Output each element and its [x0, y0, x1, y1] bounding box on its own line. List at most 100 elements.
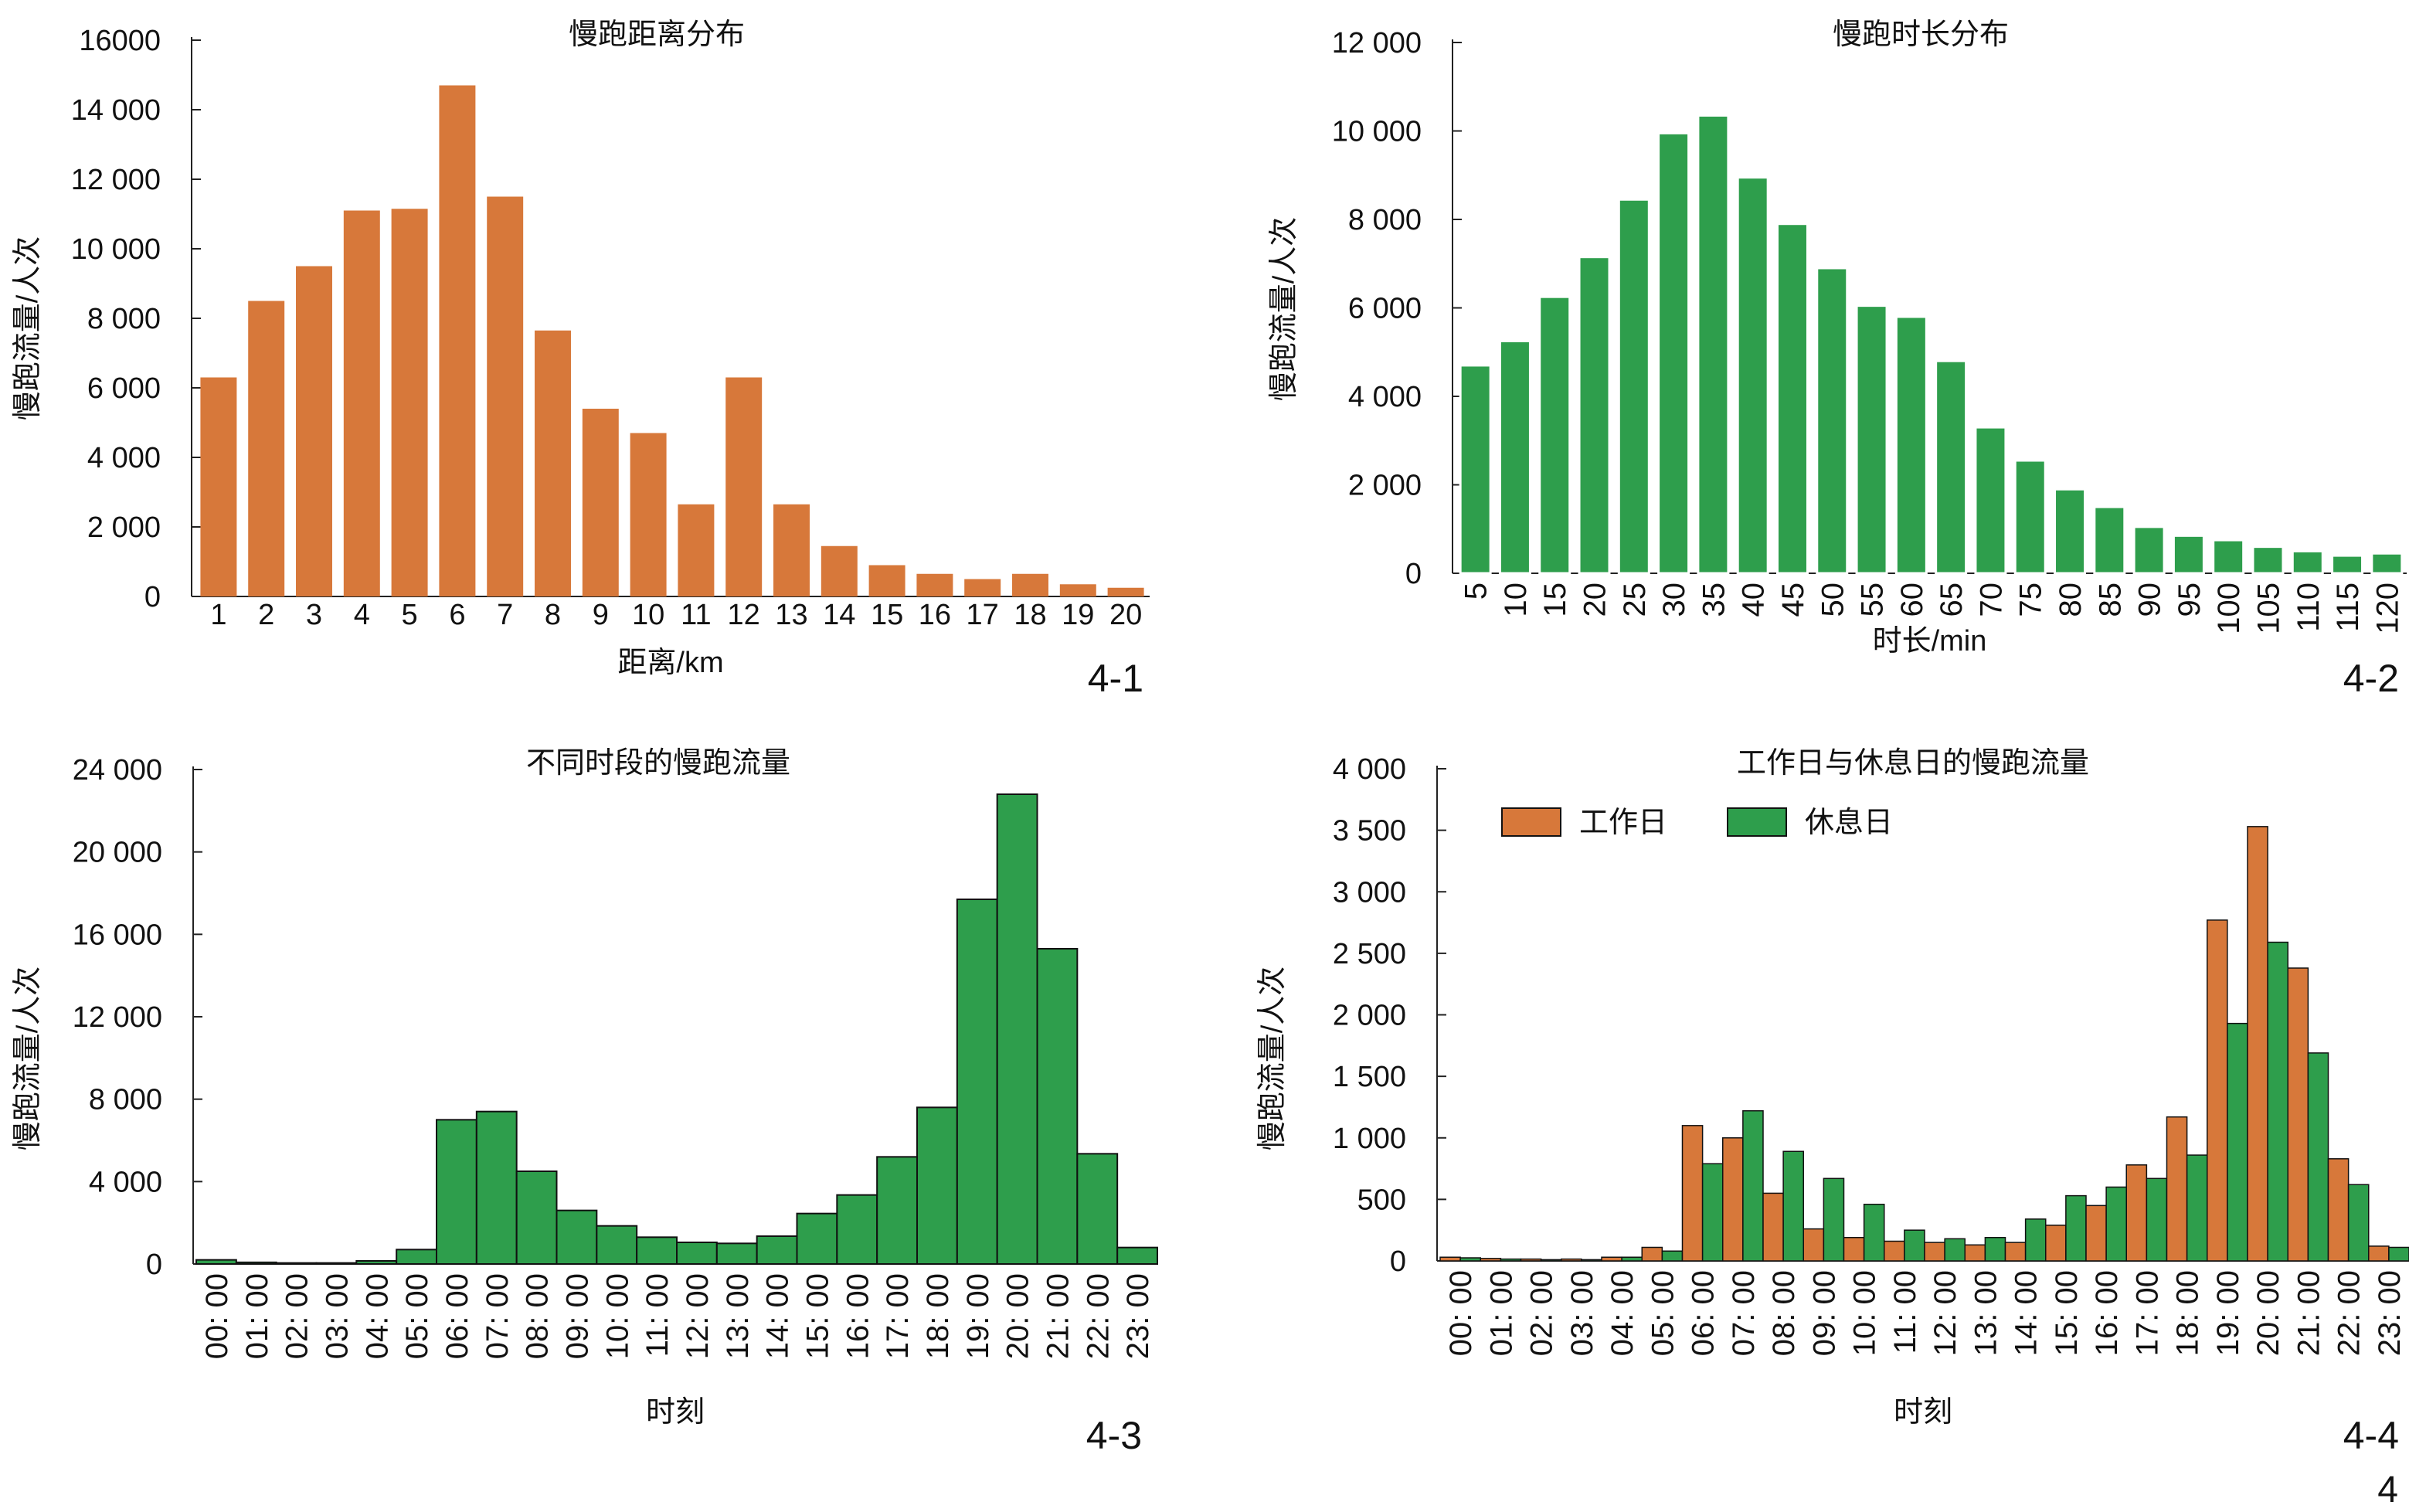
- x-tick-label: 14: [823, 599, 855, 631]
- legend-label-weekend: 休息日: [1805, 807, 1893, 839]
- figure-label: 4-3: [1086, 1414, 1142, 1457]
- bar-weekend: [1944, 1238, 1966, 1262]
- y-tick-label: 24 000: [73, 754, 162, 787]
- chart-title: 慢跑时长分布: [1833, 19, 2009, 51]
- x-tick-label: 110: [2292, 583, 2326, 632]
- x-tick-label: 20: 00: [2251, 1270, 2285, 1356]
- x-tick-label: 06: 00: [440, 1273, 474, 1359]
- bar: [916, 573, 953, 596]
- bar: [2370, 552, 2404, 575]
- bar-weekend: [2347, 1184, 2370, 1262]
- x-tick-label: 35: [1697, 583, 1731, 617]
- x-tick-label: 07: 00: [481, 1273, 515, 1359]
- x-tick-label: 02: 00: [280, 1273, 314, 1359]
- bar-weekday: [1641, 1246, 1663, 1262]
- bar: [1459, 364, 1492, 575]
- bar-weekend: [1581, 1259, 1602, 1262]
- bar-weekend: [1904, 1229, 1925, 1262]
- bar: [596, 1225, 638, 1265]
- legend-swatch-weekday: [1501, 807, 1561, 837]
- bar: [275, 1262, 318, 1265]
- x-tick-label: 9: [593, 599, 609, 631]
- bar: [2172, 534, 2205, 575]
- bar: [200, 377, 237, 596]
- x-tick-label: 13: 00: [721, 1273, 755, 1359]
- bar: [1855, 304, 1888, 575]
- bar-weekend: [2307, 1052, 2329, 1262]
- bar: [195, 1259, 237, 1265]
- y-tick-label: 2 500: [1333, 938, 1406, 970]
- x-tick-label: 23: 00: [1121, 1273, 1155, 1359]
- x-tick-label: 08: 00: [1767, 1270, 1801, 1356]
- bar: [964, 579, 1001, 596]
- bar-weekday: [2368, 1245, 2390, 1262]
- bar: [475, 1110, 518, 1265]
- x-tick-label: 17: 00: [2130, 1270, 2164, 1356]
- bar: [678, 504, 715, 596]
- y-tick-label: 12 000: [71, 164, 161, 196]
- bar: [1935, 359, 1968, 575]
- bar-weekend: [1540, 1259, 1562, 1262]
- legend-swatch-weekend: [1727, 807, 1787, 837]
- x-tick-label: 21: 00: [1041, 1273, 1075, 1359]
- x-tick-label: 120: [2370, 583, 2404, 634]
- bar-weekend: [2186, 1154, 2208, 1262]
- x-tick-label: 20: 00: [1001, 1273, 1035, 1359]
- bar-weekday: [1884, 1240, 1905, 1262]
- x-tick-label: 14: 00: [2010, 1270, 2044, 1356]
- bar: [2331, 554, 2364, 575]
- x-tick-label: 12: [728, 599, 760, 631]
- y-tick-label: 3 000: [1333, 876, 1406, 909]
- y-tick-label: 0: [1405, 558, 1422, 590]
- y-tick-label: 20 000: [73, 837, 162, 869]
- bar-weekday: [2207, 919, 2228, 1262]
- bar: [916, 1106, 958, 1266]
- bar-weekday: [2085, 1205, 2107, 1262]
- x-tick-label: 95: [2173, 583, 2207, 617]
- bar-weekday: [1762, 1192, 1784, 1262]
- bar: [2093, 505, 2126, 575]
- bar: [2132, 525, 2166, 575]
- bar-weekend: [2267, 941, 2288, 1262]
- chart-weekday_vs_weekend: 0 500 1 000 1 500 2 000 2 500 3 000 3 500 4 000 0…: [1256, 747, 2409, 1457]
- x-tick-label: 17: 00: [881, 1273, 915, 1359]
- x-tick-label: 17: [967, 599, 999, 631]
- y-axis-title: 慢跑流量/人次: [1268, 217, 1300, 402]
- y-axis-title: 慢跑流量/人次: [12, 967, 44, 1151]
- bar: [1697, 114, 1730, 575]
- bar-weekend: [2024, 1218, 2047, 1262]
- bar: [1538, 295, 1571, 575]
- bar-weekday: [2166, 1116, 2188, 1262]
- x-tick-label: 105: [2251, 583, 2285, 634]
- bar: [439, 85, 476, 596]
- bar: [355, 1260, 398, 1265]
- page-marker: 4: [2377, 1470, 2398, 1510]
- bar: [391, 209, 428, 596]
- x-tick-label: 18: 00: [921, 1273, 955, 1359]
- bar: [821, 545, 858, 596]
- x-tick-label: 05: 00: [400, 1273, 434, 1359]
- bar-weekday: [1561, 1258, 1582, 1262]
- bar-weekend: [1621, 1256, 1643, 1262]
- bar: [2212, 539, 2245, 575]
- bar: [756, 1235, 798, 1265]
- x-tick-label: 03: 00: [320, 1273, 354, 1359]
- x-tick-label: 23: 00: [2373, 1270, 2407, 1356]
- x-tick-label: 14: 00: [761, 1273, 795, 1359]
- x-tick-label: 100: [2212, 583, 2246, 634]
- x-tick-label: 4: [354, 599, 370, 631]
- bar: [1617, 198, 1650, 575]
- y-tick-label: 2 000: [1333, 1000, 1406, 1032]
- y-tick-label: 4 000: [1348, 381, 1422, 413]
- bar-weekday: [2125, 1164, 2148, 1262]
- bar: [876, 1156, 918, 1266]
- x-tick-label: 11: 00: [1888, 1270, 1922, 1354]
- bar-weekend: [2388, 1246, 2409, 1262]
- x-axis-title: 时长/min: [1873, 625, 1987, 657]
- x-tick-label: 10: 00: [1848, 1270, 1882, 1356]
- x-axis-title: 距离/km: [617, 647, 723, 679]
- bar-weekday: [2287, 967, 2309, 1262]
- y-tick-label: 8 000: [1348, 204, 1422, 236]
- figure-label: 4-1: [1088, 657, 1143, 700]
- bar: [868, 565, 905, 596]
